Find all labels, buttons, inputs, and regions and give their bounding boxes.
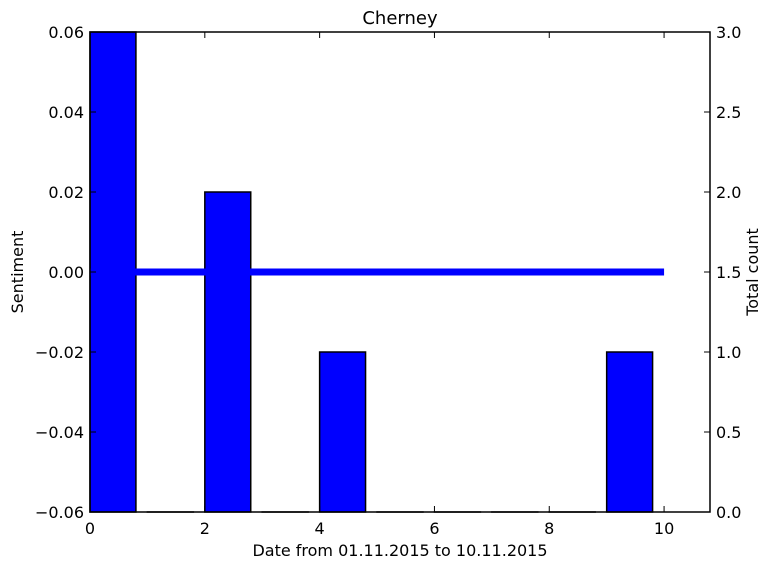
bar <box>205 192 251 512</box>
x-tick-label: 0 <box>85 519 95 538</box>
y-left-tick-label: 0.00 <box>48 263 84 282</box>
y-axis-label-right: Total count <box>743 228 762 317</box>
y-right-tick-label: 0.0 <box>716 503 741 522</box>
x-axis-label: Date from 01.11.2015 to 10.11.2015 <box>252 541 547 560</box>
x-tick-label: 6 <box>429 519 439 538</box>
chart-title: Cherney <box>362 8 438 29</box>
y-right-tick-label: 2.0 <box>716 183 741 202</box>
y-left-tick-label: 0.02 <box>48 183 84 202</box>
x-tick-label: 10 <box>654 519 674 538</box>
y-right-tick-label: 3.0 <box>716 23 741 42</box>
y-left-tick-label: 0.04 <box>48 103 84 122</box>
y-left-tick-label: −0.06 <box>35 503 84 522</box>
y-axis-label-left: Sentiment <box>8 231 27 314</box>
y-right-tick-label: 1.0 <box>716 343 741 362</box>
x-tick-label: 2 <box>200 519 210 538</box>
y-left-tick-label: −0.02 <box>35 343 84 362</box>
bar <box>320 352 366 512</box>
bar <box>607 352 653 512</box>
y-right-tick-label: 2.5 <box>716 103 741 122</box>
x-tick-label: 8 <box>544 519 554 538</box>
x-tick-label: 4 <box>315 519 325 538</box>
y-right-tick-label: 1.5 <box>716 263 741 282</box>
y-right-tick-label: 0.5 <box>716 423 741 442</box>
y-left-tick-label: −0.04 <box>35 423 84 442</box>
y-left-tick-label: 0.06 <box>48 23 84 42</box>
